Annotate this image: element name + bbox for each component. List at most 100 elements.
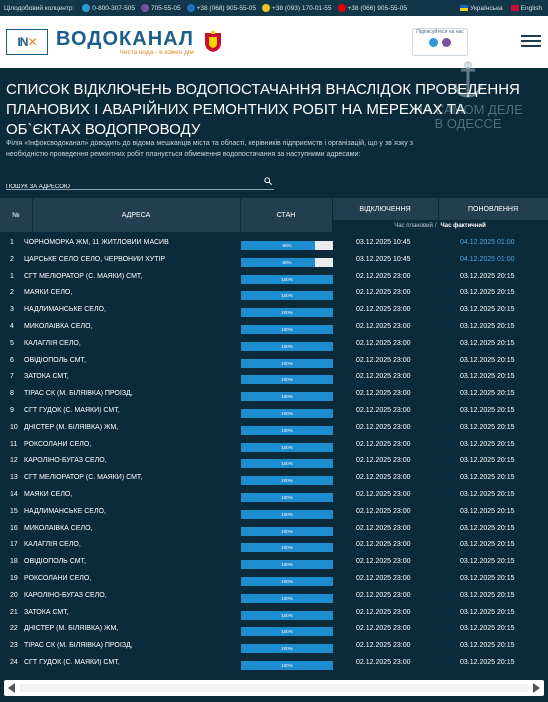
search-icon[interactable] bbox=[264, 177, 272, 185]
table-row[interactable]: 6 ОВІДІОПОЛЬ СМТ, 100% 02.12.2025 23:00 03.1… bbox=[0, 354, 548, 371]
outage-time: 02.12.2025 23:00 bbox=[356, 524, 411, 532]
progress-label: 100% bbox=[281, 662, 293, 668]
viber-icon[interactable] bbox=[442, 38, 451, 47]
progress-fill bbox=[241, 476, 333, 486]
table-row[interactable]: 1 ЧОРНОМОРКА ЖМ, 11 ЖИТЛОВИЙ МАСИВ 80% 03.1… bbox=[0, 236, 548, 253]
progress-label: 100% bbox=[281, 461, 293, 467]
table-row[interactable]: 8 ТІРАС СК (М. БІЛЯЇВКА) ПРОЇЗД, 100% 02.12… bbox=[0, 387, 548, 404]
restore-time: 03.12.2025 20:15 bbox=[460, 390, 515, 398]
progress-fill bbox=[241, 324, 333, 334]
table-row[interactable]: 9 СГТ ГУДОК (С. МАЯКИ) СМТ, 100% 02.12.2025… bbox=[0, 404, 548, 421]
progress-label: 100% bbox=[281, 310, 293, 316]
table-row[interactable]: 4 МИКОЛАЇВКА СЕЛО, 100% 02.12.2025 23:00 03.… bbox=[0, 320, 548, 337]
outage-time: 02.12.2025 23:00 bbox=[356, 322, 411, 330]
row-number: 12 bbox=[10, 457, 18, 465]
table-row[interactable]: 14 МАЯКИ СЕЛО, 100% 02.12.2025 23:00 03.12.2… bbox=[0, 488, 548, 505]
restore-time: 03.12.2025 20:15 bbox=[460, 558, 515, 566]
table-row[interactable]: 21 ЗАТОКА СМТ, 100% 02.12.2025 23:00 03.12.2… bbox=[0, 606, 548, 623]
outage-time: 02.12.2025 23:00 bbox=[356, 558, 411, 566]
telegram-icon[interactable] bbox=[429, 38, 438, 47]
lang-ukrainian[interactable]: Українська bbox=[470, 4, 503, 12]
progress-fill bbox=[241, 241, 315, 250]
table-row[interactable]: 3 НАДЛИМАНСЬКЕ СЕЛО, 100% 02.12.2025 23:00 0… bbox=[0, 303, 548, 320]
row-address: КАЛАГЛІЯ СЕЛО, bbox=[24, 339, 81, 347]
phone-number: +38 (068) 905-55-05 bbox=[196, 4, 257, 12]
row-number: 9 bbox=[10, 406, 14, 414]
table-row[interactable]: 20 КАРОЛІНО-БУГАЗ СЕЛО, 100% 02.12.2025 23:… bbox=[0, 589, 548, 606]
table-row[interactable]: 23 ТІРАС СК (М. БІЛЯЇВКА) ПРОЇЗД, 100% 02.1… bbox=[0, 639, 548, 656]
progress-label: 100% bbox=[281, 276, 293, 282]
table-row[interactable]: 2 МАЯКИ СЕЛО, 100% 02.12.2025 23:00 03.12.20… bbox=[0, 286, 548, 303]
progress-bar: 100% bbox=[241, 593, 333, 603]
brand-slogan: Чиста вода - в кожен дім bbox=[119, 48, 194, 56]
progress-fill bbox=[241, 492, 333, 502]
table-row[interactable]: 24 СГТ ГУДОК (С. МАЯКИ) СМТ, 100% 02.12.202… bbox=[0, 656, 548, 673]
col-state: СТАН bbox=[276, 211, 296, 219]
table-row[interactable]: 10 ДНІСТЕР (М. БІЛЯЇВКА) ЖМ, 100% 02.12.202… bbox=[0, 421, 548, 438]
table-row[interactable]: 13 СГТ МЕЛІОРАТОР (С. МАЯКИ) СМТ, 100% 02.1… bbox=[0, 471, 548, 488]
lang-english[interactable]: English bbox=[520, 4, 542, 12]
progress-bar: 100% bbox=[241, 644, 333, 654]
kyivstar-link[interactable]: +38 (068) 905-55-05 bbox=[186, 4, 257, 12]
partner-logo[interactable]: IN ✕ bbox=[6, 29, 48, 55]
table-row[interactable]: 2 ЦАРСЬКЕ СЕЛО СЕЛО, ЧЕРВОНИЙ ХУТІР 80% 03.… bbox=[0, 253, 548, 270]
table-row[interactable]: 22 ДНІСТЕР (М. БІЛЯЇВКА) ЖМ, 100% 02.12.202… bbox=[0, 622, 548, 639]
lifecell-link[interactable]: +38 (093) 170-01-55 bbox=[262, 4, 332, 12]
table-row[interactable]: 5 КАЛАГЛІЯ СЕЛО, 100% 02.12.2025 23:00 03.12… bbox=[0, 337, 548, 354]
row-number: 4 bbox=[10, 322, 14, 330]
outage-time: 02.12.2025 23:00 bbox=[356, 642, 411, 650]
scroll-left-icon[interactable] bbox=[8, 683, 15, 693]
table-row[interactable]: 19 РОКСОЛАНИ СЕЛО, 100% 02.12.2025 23:00 03.… bbox=[0, 572, 548, 589]
restore-time: 03.12.2025 20:15 bbox=[460, 541, 515, 549]
row-number: 16 bbox=[10, 524, 18, 532]
outage-time: 02.12.2025 23:00 bbox=[356, 541, 411, 549]
vodafone-link[interactable]: +38 (066) 905-55-05 bbox=[337, 4, 407, 12]
scroll-thumb[interactable] bbox=[20, 684, 528, 692]
scroll-right-icon[interactable] bbox=[533, 683, 540, 693]
row-address: МАЯКИ СЕЛО, bbox=[24, 289, 73, 297]
table-row[interactable]: 1 СГТ МЕЛІОРАТОР (С. МАЯКИ) СМТ, 100% 02.12… bbox=[0, 270, 548, 287]
progress-bar: 100% bbox=[241, 459, 333, 469]
progress-label: 100% bbox=[281, 478, 293, 484]
table-row[interactable]: 18 ОВІДІОПОЛЬ СМТ, 100% 02.12.2025 23:00 03.… bbox=[0, 555, 548, 572]
progress-fill bbox=[241, 610, 333, 620]
progress-label: 100% bbox=[281, 595, 293, 601]
table-row[interactable]: 17 КАЛАГЛІЯ СЕЛО, 100% 02.12.2025 23:00 03.1… bbox=[0, 538, 548, 555]
menu-icon[interactable] bbox=[521, 35, 541, 50]
table-row[interactable]: 16 МИКОЛАЇВКА СЕЛО, 100% 02.12.2025 23:00 03… bbox=[0, 522, 548, 539]
search-input[interactable] bbox=[6, 181, 256, 193]
restore-time: 03.12.2025 20:15 bbox=[460, 339, 515, 347]
row-number: 2 bbox=[10, 255, 14, 263]
progress-label: 100% bbox=[281, 360, 293, 366]
restore-time: 03.12.2025 20:15 bbox=[460, 406, 515, 414]
progress-bar: 100% bbox=[241, 308, 333, 318]
progress-fill bbox=[241, 358, 333, 368]
outage-time: 02.12.2025 23:00 bbox=[356, 658, 411, 666]
restore-time: 03.12.2025 20:15 bbox=[460, 272, 515, 280]
progress-label: 80% bbox=[282, 243, 292, 248]
table-row[interactable]: 15 НАДЛИМАНСЬКЕ СЕЛО, 100% 02.12.2025 23:00… bbox=[0, 505, 548, 522]
table-row[interactable]: 7 ЗАТОКА СМТ, 100% 02.12.2025 23:00 03.12.20… bbox=[0, 370, 548, 387]
row-number: 1 bbox=[10, 239, 14, 246]
progress-fill bbox=[241, 576, 333, 586]
outage-time: 02.12.2025 23:00 bbox=[356, 339, 411, 347]
site-header: IN ✕ ВОДОКАНАЛ Чиста вода - в кожен дім … bbox=[0, 16, 548, 68]
viber-link[interactable]: 705-55-05 bbox=[140, 4, 181, 12]
row-number: 15 bbox=[10, 507, 18, 515]
brand-logo[interactable]: ВОДОКАНАЛ Чиста вода - в кожен дім bbox=[56, 29, 194, 56]
row-address: КАРОЛІНО-БУГАЗ СЕЛО, bbox=[24, 591, 107, 599]
lifecell-icon bbox=[262, 4, 271, 12]
restore-time: 03.12.2025 20:15 bbox=[460, 642, 515, 650]
progress-bar: 100% bbox=[241, 576, 333, 586]
legend-actual: Час фактичний bbox=[440, 223, 486, 229]
row-address: ОВІДІОПОЛЬ СМТ, bbox=[24, 356, 86, 364]
row-number: 21 bbox=[10, 608, 18, 616]
progress-label: 100% bbox=[281, 410, 293, 416]
table-row[interactable]: 12 КАРОЛІНО-БУГАЗ СЕЛО, 100% 02.12.2025 23:… bbox=[0, 454, 548, 471]
progress-bar: 100% bbox=[241, 291, 333, 301]
phone-link[interactable]: 0-800-307-505 bbox=[82, 4, 135, 12]
horizontal-scrollbar[interactable] bbox=[4, 680, 544, 696]
restore-time: 03.12.2025 20:15 bbox=[460, 440, 515, 448]
table-row[interactable]: 11 РОКСОЛАНИ СЕЛО, 100% 02.12.2025 23:00 03.… bbox=[0, 438, 548, 455]
row-number: 20 bbox=[10, 591, 18, 599]
